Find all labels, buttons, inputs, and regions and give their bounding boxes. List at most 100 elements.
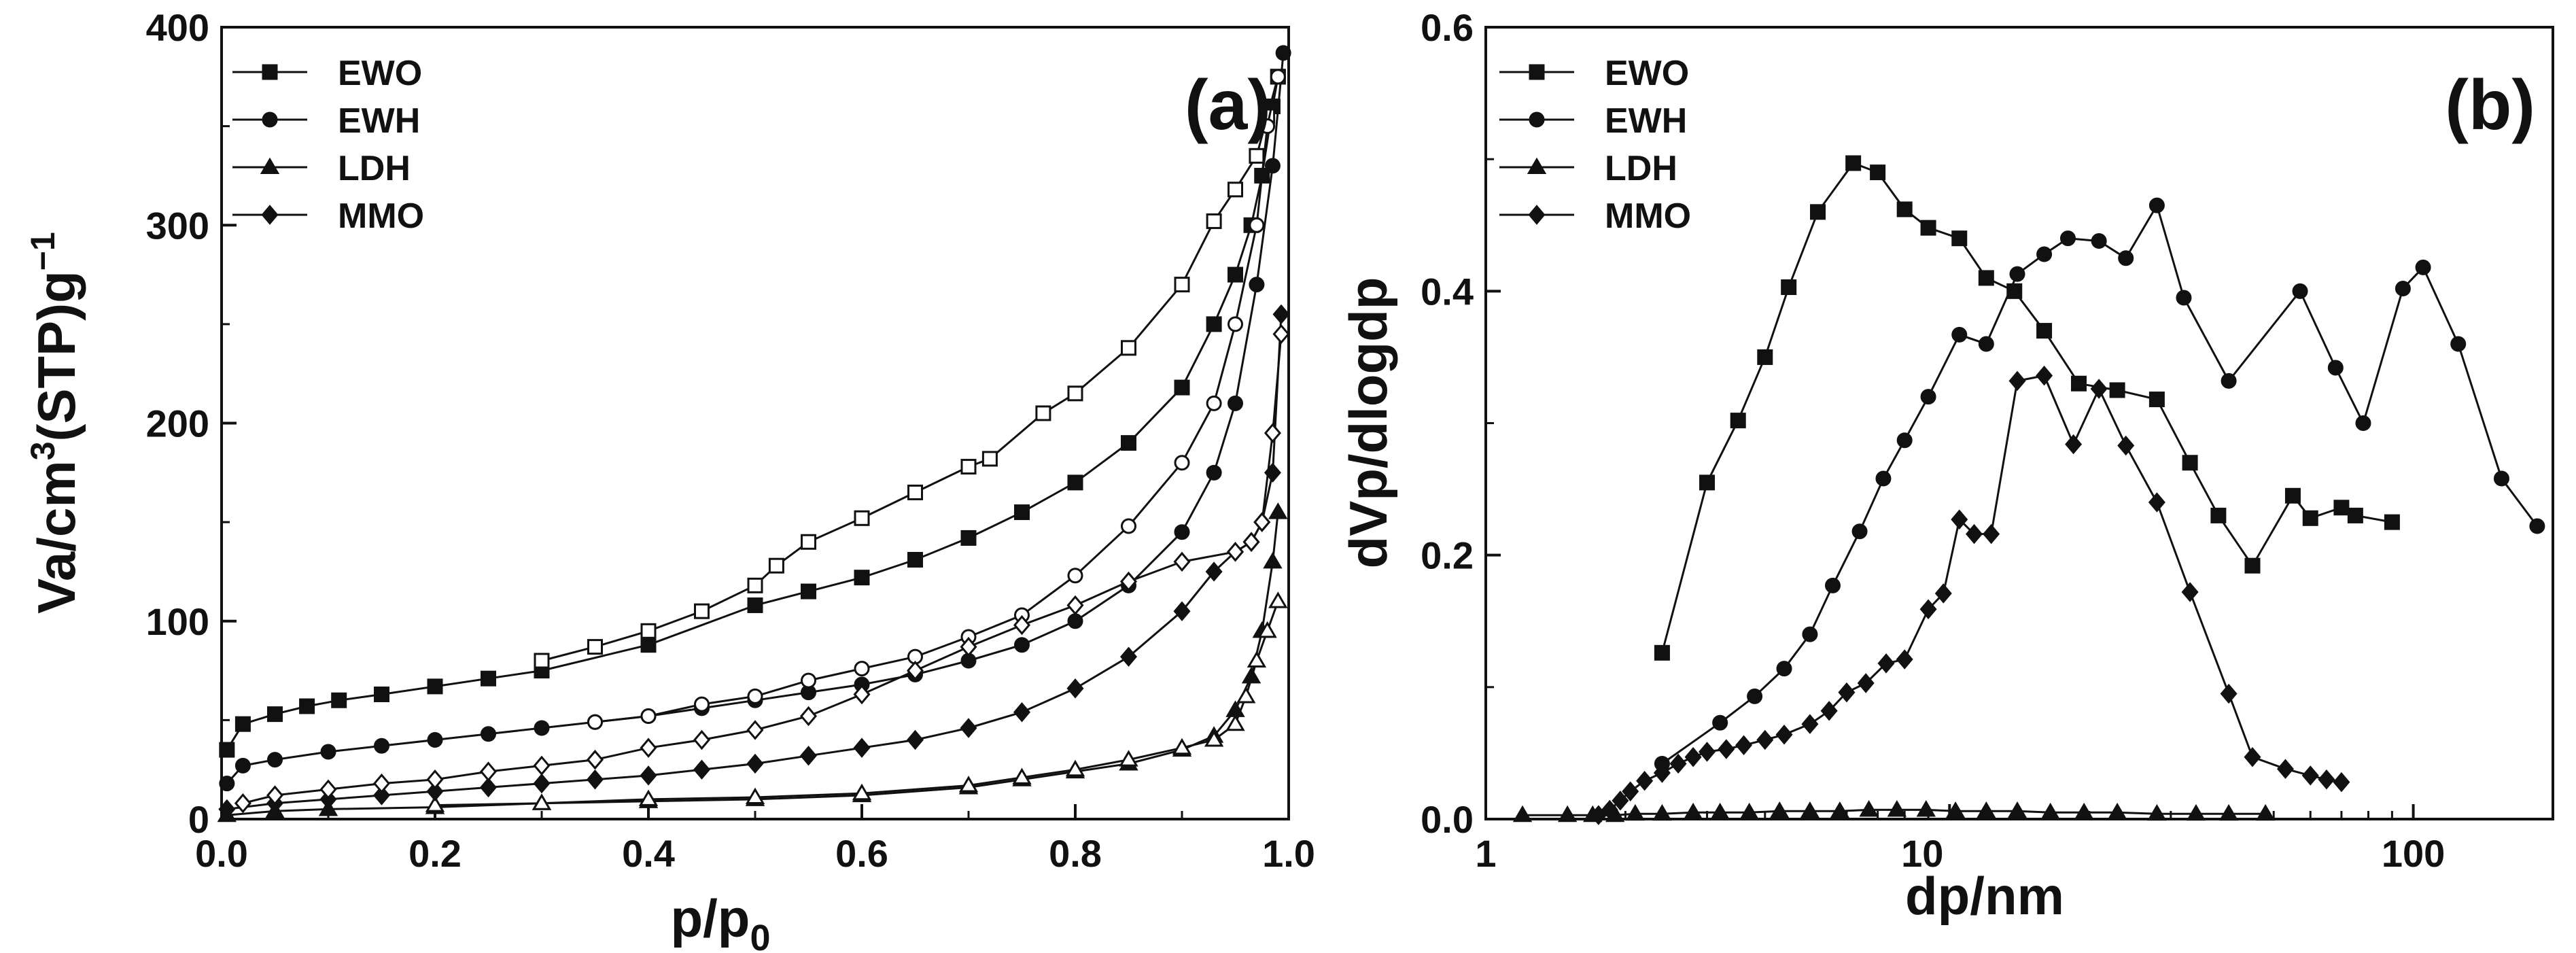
panel-a-point-mmo-filled [693,759,711,780]
panel-b-point-ewo [1757,349,1773,365]
panel-b-point-mmo [1636,770,1654,791]
panel-b-point-mmo [2065,434,2083,455]
panel-b-legend-label-ldh: LDH [1605,149,1677,188]
panel-b-point-mmo [1756,729,1774,750]
panel-b-xtick-label: 100 [2382,832,2445,875]
panel-a-point-mmo-open [586,749,604,770]
panel-b-point-mmo [1896,649,1913,670]
panel-b-point-ewh [2009,266,2025,282]
panel-a-point-ewo-filled [234,716,251,732]
panel-a-point-ldh-open [638,789,659,806]
panel-a-point-mmo-open [1066,595,1084,616]
panel-a-point-ewh-filled [1249,277,1265,293]
panel-a-point-ewo-open [768,557,784,574]
panel-a-point-mmo-open [479,761,498,782]
panel-b-point-mmo [1622,781,1639,801]
panel-a-point-mmo-filled [218,799,236,820]
panel-b-point-ewo [2347,507,2363,523]
panel-a-point-ewh-open [1121,518,1136,534]
panel-a-point-ewo-open [854,510,870,526]
panel-a-point-mmo-filled [586,769,604,790]
panel-a-point-mmo-filled [1119,646,1138,667]
panel-a-point-ldh-open [1204,730,1224,747]
panel-a-point-ewo-open [801,534,816,550]
panel-a-xtick-label: 1.0 [1262,832,1315,875]
panel-b-point-mmo [1590,805,1607,825]
panel-a-point-mmo-open [1226,542,1245,562]
panel-a-point-mmo-filled [1173,601,1191,621]
panel-b-point-ldh [2255,803,2276,821]
panel-b-point-ewo [1978,270,1994,286]
panel-b-point-ldh [2074,802,2094,820]
panel-a-point-ewh-open [1067,568,1083,584]
panel-b-point-mmo [1966,523,1983,544]
panel-a-point-ewo-open [1228,181,1243,198]
panel-b-point-ewh [1802,626,1818,642]
panel-b-point-ewo [2384,514,2400,530]
panel-b-point-ldh [1887,800,1907,817]
panel-b-point-ldh [2040,802,2060,820]
panel-b-point-ewo [2210,507,2227,523]
panel-a-ytick-label: 200 [146,402,209,445]
panel-b-point-ewo [1870,164,1886,181]
panel-b-legend-marker-mmo [1528,205,1546,225]
panel-a-xtick-label: 0.6 [835,832,888,875]
panel-a-point-ldh-open [1119,750,1138,767]
panel-b-xtick-label: 1 [1475,832,1496,875]
panel-b-point-mmo [1934,583,1952,604]
panel-b-point-ewh [1712,714,1728,731]
panel-a-point-mmo-open [746,720,764,740]
panel-b-point-ewh [1824,577,1841,593]
panel-b-legend-label-ewh: EWH [1605,101,1687,141]
panel-b-point-mmo [2318,769,2335,790]
panel-b-point-ewh [2118,250,2134,266]
panel-a-point-mmo-filled [533,773,551,794]
panel-b-point-mmo [1801,714,1819,734]
panel-b-point-ewh [1851,523,1868,540]
panel-a-point-ewh-filled [320,744,336,760]
panel-a-point-ldh-open [1065,759,1085,777]
panel-a-point-ewo-filled [427,678,443,695]
panel-a-point-ewo-filled [1206,316,1222,332]
panel-b-point-ewo [2302,510,2318,526]
panel-a-point-mmo-open [1173,551,1191,572]
panel-a-point-ldh-open [425,795,445,812]
panel-a-point-ewo-open [1121,340,1136,356]
panel-a-legend-label-ewh: EWH [338,101,420,141]
panel-a-point-mmo-open [1253,512,1271,532]
panel-b-point-ewh [2493,470,2509,487]
panel-b-point-mmo [1983,523,2000,544]
panel-a-legend-marker-mmo [261,205,279,225]
panel-b-point-ewh [2059,230,2076,247]
panel-b-ytick-label: 0.6 [1421,6,1474,49]
panel-b-point-ewo [2284,487,2301,504]
panel-a-point-ewo-filled [640,637,657,653]
panel-b-point-ldh [1625,803,1646,821]
panel-a-ytick-label: 300 [146,204,209,247]
panel-b-point-ewo [1654,644,1670,661]
panel-b-point-mmo [2117,435,2135,456]
panel-a-point-ewh-filled [481,726,496,742]
panel-b-point-ewh [2036,246,2053,262]
panel-a-point-mmo-open [1242,532,1260,552]
panel-b-legend-marker-ewo [1529,64,1545,80]
panel-b-point-mmo [2008,370,2026,392]
panel-b-point-mmo [2036,365,2053,386]
panel-a-point-ewh-filled [1206,464,1222,481]
panel-a-point-ewh-open [1259,118,1276,135]
panel-a-point-ewh-filled [1067,613,1083,629]
panel-a-point-ewh-filled [1014,637,1030,653]
panel-b-point-ewh [2529,518,2545,534]
panel-b-point-mmo [2220,683,2238,704]
panel-b-ytick-label: 0.0 [1421,798,1474,841]
panel-b-point-mmo [1820,701,1838,721]
panel-a-legend-marker-ewo [262,64,278,80]
panel-b-point-mmo [1718,739,1735,759]
panel-a-point-ewh-filled [1264,158,1281,174]
panel-b-series-line-ewo [1660,162,2392,653]
panel-a-point-mmo-filled [746,753,764,774]
panel-a-point-ewh-open [1174,455,1190,471]
panel-a-point-mmo-filled [372,785,391,805]
panel-a-point-mmo-open [853,684,871,705]
